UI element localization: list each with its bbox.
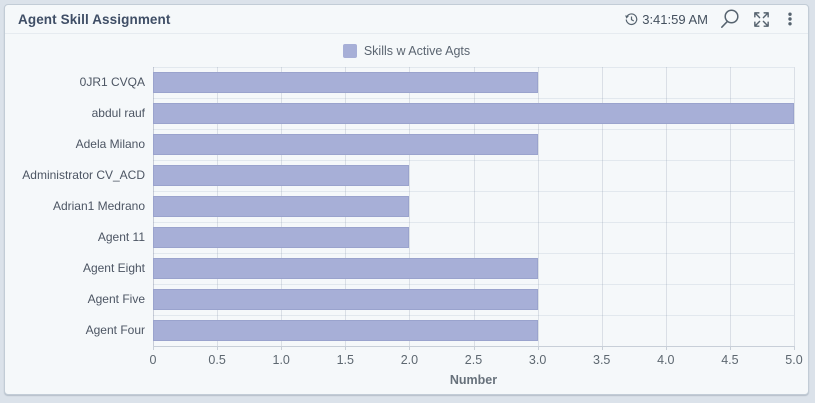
bar-agent-five[interactable] [153,289,538,310]
x-axis-tick-label: 0 [149,353,157,367]
y-axis-label: Adrian1 Medrano [52,199,145,213]
x-axis-tick-label: 2.5 [464,353,483,367]
axis-tick [345,346,347,350]
x-axis-tick-label: 1.5 [336,353,354,367]
x-axis-tick-label: 0.5 [208,353,226,367]
axis-tick [537,346,539,350]
bar-0jr1-cvqa[interactable] [153,72,538,93]
kebab-menu-icon[interactable] [782,11,798,27]
y-axis-label: Agent Four [85,323,145,337]
x-axis-tick-label: 4.5 [721,353,739,367]
bar-agent-four[interactable] [153,320,538,341]
bar-administrator-cv-acd[interactable] [153,165,410,186]
history-clock-icon [624,12,639,27]
y-axis-label: Administrator CV_ACD [22,168,145,182]
bar-adrian1-medrano[interactable] [153,196,410,217]
legend-marker-swatch [342,44,357,58]
x-axis-tick-label: 2.0 [400,353,419,367]
x-axis-tick-label: 5.0 [785,353,803,367]
x-axis-tick-label: 1.0 [272,353,290,367]
y-axis-label: 0JR1 CVQA [79,75,145,89]
widget-header: Agent Skill Assignment 3:41:59 AM [5,5,808,34]
widget-title: Agent Skill Assignment [18,11,171,27]
axis-tick [217,346,219,350]
vertical-gridline [794,67,795,346]
bar-agent-eight[interactable] [153,258,538,279]
vertical-gridline [537,67,539,346]
row-gridline [153,253,794,254]
x-axis-ticks [153,346,795,350]
bar-abdul-rauf[interactable] [153,103,794,124]
last-refresh-time: 3:41:59 AM [624,12,708,27]
axis-tick [794,346,795,350]
axis-tick [665,346,667,350]
vertical-gridline [729,67,731,346]
row-gridline [153,284,794,285]
time-text: 3:41:59 AM [642,11,708,27]
legend-label: Skills w Active Agts [363,44,471,58]
row-gridline [153,222,794,223]
axis-tick [153,346,154,350]
y-axis-label: Adela Milano [75,137,145,151]
bar-agent-11[interactable] [153,227,410,248]
bar-adela-milano[interactable] [153,134,538,155]
x-axis-tick-labels: 0 0.5 1.0 1.5 2.0 2.5 3.0 3.5 4.0 4.5 5.0 [149,353,803,368]
bar-chart-plot-area [153,67,795,347]
vertical-gridline [473,67,475,346]
axis-tick [473,346,475,350]
y-axis-label: Agent 11 [97,230,145,244]
search-icon[interactable] [719,8,741,30]
axis-tick [409,346,411,350]
x-axis-tick-label: 4.0 [657,353,675,367]
expand-fullscreen-icon[interactable] [752,10,771,29]
x-axis-title: Number [449,373,498,387]
vertical-gridline [409,67,411,346]
widget-card: Agent Skill Assignment 3:41:59 AM [4,4,809,395]
axis-tick [281,346,283,350]
vertical-gridline [665,67,667,346]
row-gridline [153,315,794,316]
axis-tick [601,346,603,350]
y-axis-labels: 0JR1 CVQA abdul rauf Adela Milano Administr… [5,67,145,346]
axis-tick [729,346,731,350]
chart-legend[interactable]: Skills w Active Agts [5,40,808,62]
header-actions: 3:41:59 AM [624,8,798,30]
x-axis-tick-label: 3.5 [592,353,611,367]
row-gridline [153,129,794,130]
row-gridline [153,98,794,99]
row-gridline [153,160,794,161]
row-gridline [153,191,794,192]
y-axis-label: Agent Five [87,292,145,306]
row-gridline [153,67,794,68]
x-axis-tick-label: 3.0 [528,353,547,367]
vertical-gridline [601,67,603,346]
y-axis-label: Agent Eight [82,261,145,275]
y-axis-label: abdul rauf [91,106,145,120]
